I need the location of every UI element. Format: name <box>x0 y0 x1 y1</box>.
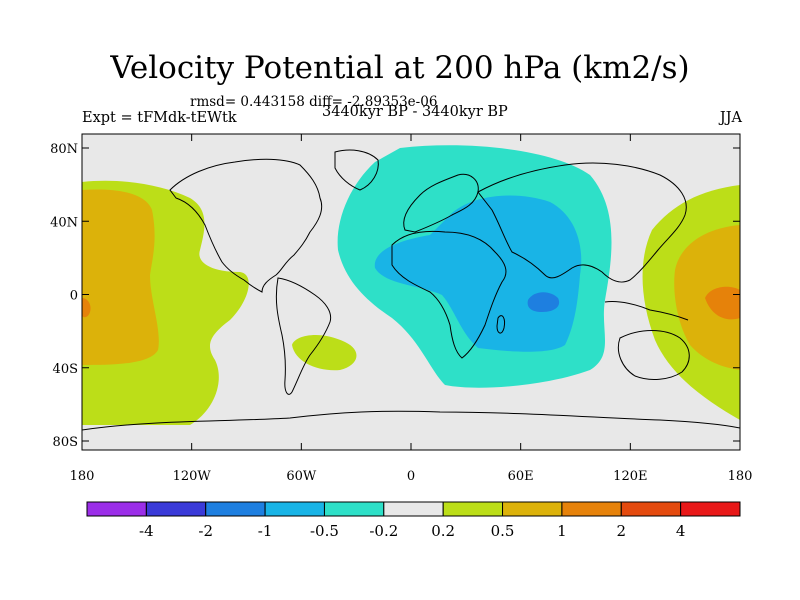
contour-pacific-positive-strong <box>82 298 91 318</box>
x-tick-label: 60E <box>508 469 534 484</box>
x-tick-label: 180 <box>70 469 95 484</box>
y-tick-label: 80S <box>53 435 78 450</box>
y-tick-label: 80N <box>50 142 78 157</box>
colorbar-label: 0.2 <box>431 522 455 540</box>
coastlines <box>82 149 740 431</box>
coast-madagascar <box>496 315 505 334</box>
colorbar-label: 2 <box>616 522 626 540</box>
colorbar-label: 4 <box>676 522 686 540</box>
colorbar-swatch <box>86 501 147 517</box>
x-tick-label: 0 <box>407 469 415 484</box>
x-tick-label: 120E <box>613 469 647 484</box>
colorbar-swatch <box>680 501 741 517</box>
colorbar-label: 0.5 <box>491 522 515 540</box>
y-axis: 80N 40N 0 40S 80S <box>50 142 740 450</box>
colorbar-swatch <box>620 501 682 517</box>
stats-line: rmsd= 0.443158 diff= -2.89353e-06 <box>190 94 438 110</box>
contour-southamerica-positive <box>292 334 357 371</box>
season-label: JJA <box>719 110 742 126</box>
coast-australia <box>617 330 690 380</box>
colorbar-swatch <box>383 501 444 517</box>
contour-pacific-positive-mid <box>82 189 159 365</box>
colorbar-swatch <box>264 501 325 517</box>
x-tick-label: 60W <box>286 469 317 484</box>
y-tick-label: 0 <box>70 289 78 304</box>
coast-asia <box>477 162 687 283</box>
colorbar-label: -0.5 <box>310 522 339 540</box>
map-title: Velocity Potential at 200 hPa (km2/s) <box>110 50 690 86</box>
colorbar-swatch <box>502 501 563 517</box>
coast-indonesia <box>604 301 689 321</box>
contour-westpacific-positive-strong <box>705 286 740 320</box>
colorbar: -4 -2 -1 -0.5 -0.2 0.2 0.5 1 2 4 <box>86 501 741 540</box>
colorbar-swatch <box>145 501 207 517</box>
coast-north-america <box>169 158 323 293</box>
x-tick-label: 120W <box>173 469 212 484</box>
coast-south-america <box>275 277 332 395</box>
contour-fields <box>82 145 740 425</box>
x-tick-label: 180 <box>728 469 753 484</box>
colorbar-label: 1 <box>557 522 567 540</box>
y-tick-label: 40S <box>53 362 78 377</box>
contour-africa-negative-mid <box>374 195 582 352</box>
colorbar-swatch <box>323 501 385 517</box>
coast-africa <box>391 230 507 359</box>
colorbar-label: -0.2 <box>369 522 398 540</box>
period-label: 3440kyr BP - 3440kyr BP <box>322 104 508 120</box>
colorbar-swatch <box>205 501 266 517</box>
y-tick-label: 40N <box>50 215 78 230</box>
colorbar-label: -1 <box>258 522 273 540</box>
colorbar-swatch <box>442 501 504 517</box>
contour-indian-ocean-negative-strong <box>527 292 560 312</box>
colorbar-label: -4 <box>139 522 154 540</box>
colorbar-swatch <box>561 501 622 517</box>
coast-greenland <box>334 149 379 191</box>
colorbar-label: -2 <box>198 522 213 540</box>
experiment-label: Expt = tFMdk-tEWtk <box>82 110 237 126</box>
coast-antarctica <box>82 410 740 431</box>
coast-europe <box>403 173 479 233</box>
x-axis: 180 120W 60W 0 60E 120E 180 <box>70 134 753 484</box>
